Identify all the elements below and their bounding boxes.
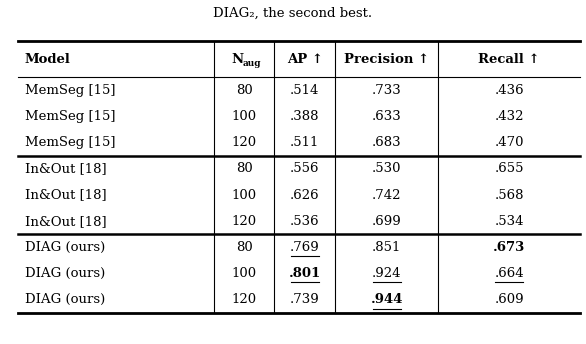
- Text: Recall ↑: Recall ↑: [478, 53, 540, 66]
- Text: MemSeg [15]: MemSeg [15]: [25, 136, 115, 149]
- Text: .530: .530: [372, 162, 401, 175]
- Text: .769: .769: [290, 241, 319, 254]
- Text: .664: .664: [495, 267, 524, 280]
- Text: 120: 120: [231, 136, 257, 149]
- Text: 80: 80: [236, 162, 253, 175]
- Text: Model: Model: [25, 53, 70, 66]
- Text: .742: .742: [372, 189, 401, 202]
- Text: N: N: [231, 53, 243, 66]
- Text: 80: 80: [236, 241, 253, 254]
- Text: .514: .514: [290, 84, 319, 97]
- Text: .801: .801: [288, 267, 321, 280]
- Text: DIAG (ours): DIAG (ours): [25, 293, 105, 306]
- Text: DIAG₂, the second best.: DIAG₂, the second best.: [213, 7, 373, 20]
- Text: 100: 100: [231, 110, 257, 123]
- Text: 100: 100: [231, 189, 257, 202]
- Text: .633: .633: [372, 110, 401, 123]
- Text: .699: .699: [372, 215, 401, 228]
- Text: .534: .534: [495, 215, 524, 228]
- Text: DIAG (ours): DIAG (ours): [25, 267, 105, 280]
- Text: .511: .511: [290, 136, 319, 149]
- Text: .436: .436: [495, 84, 524, 97]
- Text: Precision ↑: Precision ↑: [344, 53, 430, 66]
- Text: .432: .432: [495, 110, 524, 123]
- Text: 100: 100: [231, 267, 257, 280]
- Text: .388: .388: [290, 110, 319, 123]
- Text: In&Out [18]: In&Out [18]: [25, 162, 106, 175]
- Text: aug: aug: [243, 59, 261, 68]
- Text: .683: .683: [372, 136, 401, 149]
- Text: 80: 80: [236, 84, 253, 97]
- Text: In&Out [18]: In&Out [18]: [25, 189, 106, 202]
- Text: MemSeg [15]: MemSeg [15]: [25, 84, 115, 97]
- Text: .626: .626: [290, 189, 319, 202]
- Text: .568: .568: [495, 189, 524, 202]
- Text: .944: .944: [370, 293, 403, 306]
- Text: 120: 120: [231, 293, 257, 306]
- Text: AP ↑: AP ↑: [287, 53, 323, 66]
- Text: .673: .673: [493, 241, 526, 254]
- Text: .470: .470: [495, 136, 524, 149]
- Text: .655: .655: [495, 162, 524, 175]
- Text: 120: 120: [231, 215, 257, 228]
- Text: DIAG (ours): DIAG (ours): [25, 241, 105, 254]
- Text: .556: .556: [290, 162, 319, 175]
- Text: .851: .851: [372, 241, 401, 254]
- Text: .609: .609: [495, 293, 524, 306]
- Text: In&Out [18]: In&Out [18]: [25, 215, 106, 228]
- Text: .733: .733: [372, 84, 401, 97]
- Text: MemSeg [15]: MemSeg [15]: [25, 110, 115, 123]
- Text: .536: .536: [290, 215, 319, 228]
- Text: .739: .739: [290, 293, 319, 306]
- Text: .924: .924: [372, 267, 401, 280]
